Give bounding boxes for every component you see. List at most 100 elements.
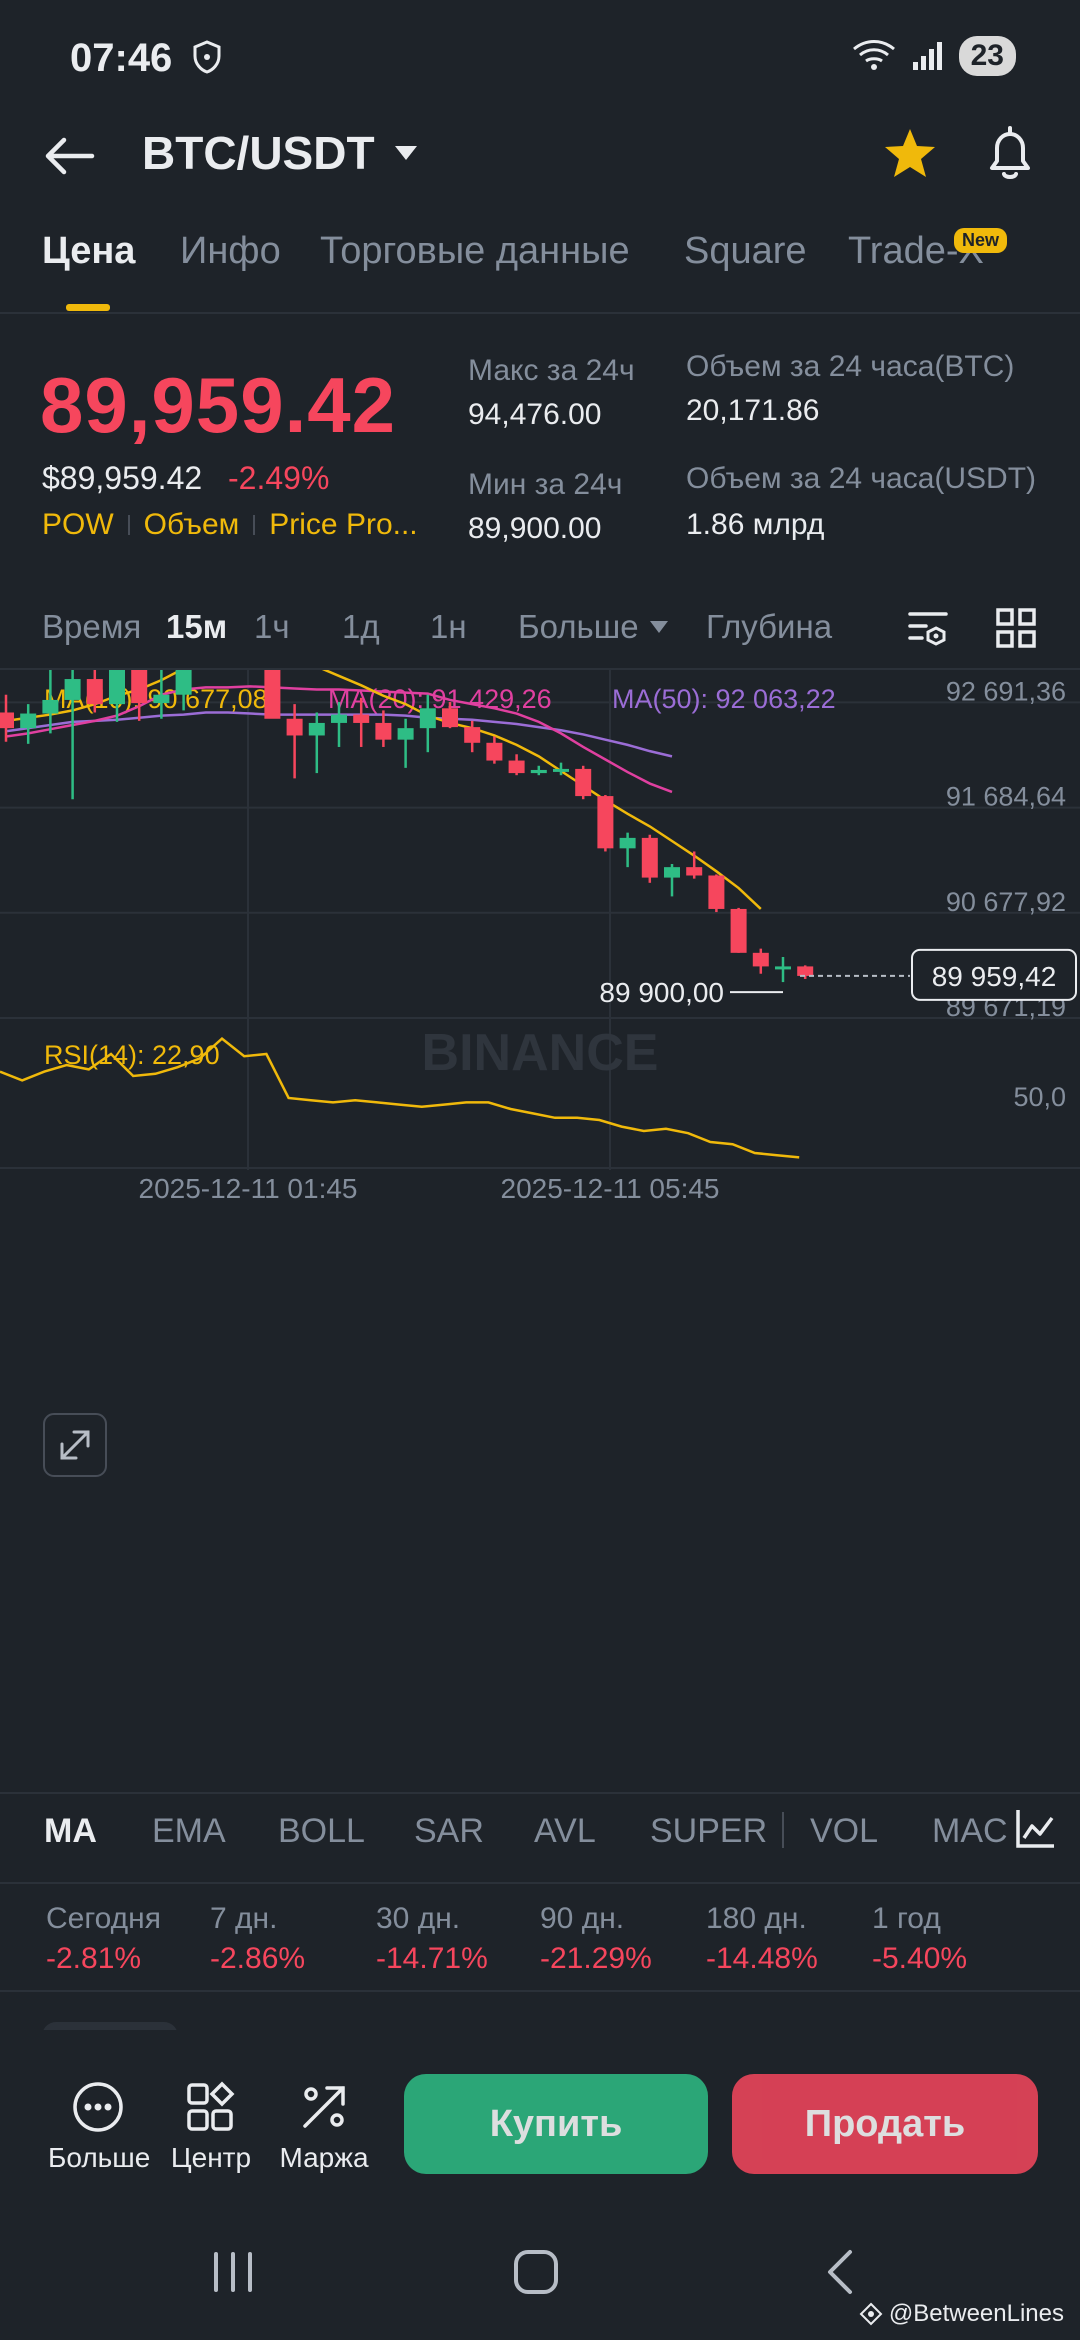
candle-body [797, 966, 814, 976]
price-change-percent: -2.49% [228, 460, 330, 496]
sell-button[interactable]: Продать [732, 2074, 1038, 2174]
candle-body [775, 966, 791, 970]
divider [0, 1792, 1080, 1794]
vol-btc-label: Объем за 24 часа(BTC) [686, 350, 1015, 383]
tab-trading-data[interactable]: Торговые данные [320, 230, 630, 272]
wifi-icon [852, 40, 895, 70]
battery-badge: 23 [958, 36, 1016, 76]
margin-button[interactable]: Маржа [276, 2080, 372, 2174]
tag-price-protection[interactable]: Price Pro... [269, 508, 418, 541]
margin-label: Маржа [279, 2142, 369, 2173]
tag-pow[interactable]: POW [42, 508, 114, 541]
watermark-text: @BetweenLines [888, 2300, 1064, 2327]
indicator-macd[interactable]: MAC [932, 1812, 1008, 1850]
perf-1y-value: -5.40% [872, 1942, 968, 1975]
tag-separator [127, 515, 130, 535]
time-axis: 2025-12-11 01:45 2025-12-11 05:45 [139, 1173, 720, 1204]
tab-square[interactable]: Square [684, 230, 807, 272]
indicator-boll[interactable]: BOLL [278, 1812, 365, 1850]
indicator-avl[interactable]: AVL [534, 1812, 596, 1850]
candle-body [131, 670, 148, 704]
more-dots-icon [73, 2082, 123, 2132]
interval-15m[interactable]: 15м [166, 608, 228, 645]
margin-icon [303, 2086, 345, 2128]
candle-body [486, 742, 503, 761]
rsi-axis-label: 50,0 [1013, 1082, 1066, 1112]
more-button[interactable]: Больше [48, 2080, 150, 2174]
candle-body [530, 769, 547, 774]
perf-today-value: -2.81% [46, 1942, 142, 1975]
notification-bell-icon[interactable] [982, 124, 1038, 184]
back-arrow-icon[interactable] [42, 128, 98, 184]
center-grid-icon [187, 2081, 235, 2131]
pair-selector[interactable]: BTC/USDT [142, 126, 419, 180]
interval-more[interactable]: Больше [518, 608, 669, 646]
indicator-ma[interactable]: MA [44, 1812, 97, 1850]
chart-grid [0, 670, 1080, 1170]
center-button[interactable]: Центр [166, 2080, 256, 2174]
candle-body [0, 712, 14, 729]
recent-apps-icon[interactable] [210, 2250, 256, 2294]
indicator-ema[interactable]: EMA [152, 1812, 226, 1850]
candle-body [308, 722, 325, 736]
candle-body [730, 908, 747, 953]
indicator-super[interactable]: SUPER [650, 1812, 768, 1850]
interval-1h[interactable]: 1ч [254, 608, 290, 645]
divider [0, 668, 1080, 670]
candle-body [353, 714, 370, 723]
rsi-legend: RSI(14): 22,90 [44, 1040, 220, 1070]
candle-body [575, 768, 592, 797]
divider [0, 1882, 1080, 1884]
candle-body [664, 867, 680, 878]
candle-body [419, 708, 436, 729]
candle-body [175, 670, 192, 695]
interval-1d[interactable]: 1д [342, 608, 380, 645]
candle-body [464, 727, 481, 743]
center-label: Центр [170, 2142, 252, 2173]
perf-180d-value: -14.48% [706, 1942, 818, 1975]
indicator-sar[interactable]: SAR [414, 1812, 484, 1850]
buy-button[interactable]: Купить [404, 2074, 708, 2174]
perf-90d-label: 90 дн. [540, 1902, 625, 1935]
caret-down-icon [394, 146, 417, 160]
time-axis-label: 2025-12-11 05:45 [501, 1173, 720, 1204]
interval-depth[interactable]: Глубина [706, 608, 833, 645]
interval-1w[interactable]: 1н [430, 608, 467, 645]
interval-more-label: Больше [518, 608, 639, 645]
low-marker-label: 89 900,00 [599, 977, 724, 1008]
layout-grid-icon[interactable] [994, 606, 1038, 650]
indicator-settings-icon[interactable] [906, 606, 950, 650]
usd-price: $89,959.42 [42, 460, 203, 496]
coin-tags: POW Объем Price Pro... [42, 508, 418, 542]
indicator-chart-icon[interactable] [1014, 1806, 1058, 1850]
status-bar: 07:46 23 [0, 0, 1080, 120]
favorite-star-icon[interactable] [880, 124, 940, 184]
back-nav-icon[interactable] [822, 2248, 858, 2296]
interval-time[interactable]: Время [42, 608, 142, 645]
indicator-vol[interactable]: VOL [810, 1812, 879, 1850]
price-chart[interactable]: BINANCE MA(10): 90 677,08 MA(20): 91 429… [0, 670, 1080, 1790]
home-icon[interactable] [512, 2248, 560, 2296]
rsi-panel: RSI(14): 22,90 50,0 [0, 1036, 1066, 1159]
price-axis-label: 92 691,36 [946, 676, 1066, 706]
candle-body [597, 796, 614, 849]
candle-body [375, 722, 392, 740]
ma20-legend: MA(20): 91 429,26 [328, 684, 552, 714]
tab-info[interactable]: Инфо [180, 230, 281, 272]
price-axis-label: 90 677,92 [946, 887, 1066, 917]
shield-icon [193, 40, 221, 74]
divider [0, 312, 1080, 314]
fullscreen-button[interactable] [43, 1413, 107, 1477]
diamond-icon [859, 2302, 883, 2326]
high-24h-label: Макс за 24ч [468, 354, 635, 387]
signal-icon [912, 42, 942, 70]
tag-volume[interactable]: Объем [143, 508, 240, 541]
last-price: 89,959.42 [40, 361, 397, 449]
status-time: 07:46 [70, 36, 173, 80]
candle-body [109, 670, 125, 705]
candle-body [619, 837, 636, 849]
rsi-line [0, 1036, 800, 1159]
tab-price[interactable]: Цена [42, 230, 136, 272]
